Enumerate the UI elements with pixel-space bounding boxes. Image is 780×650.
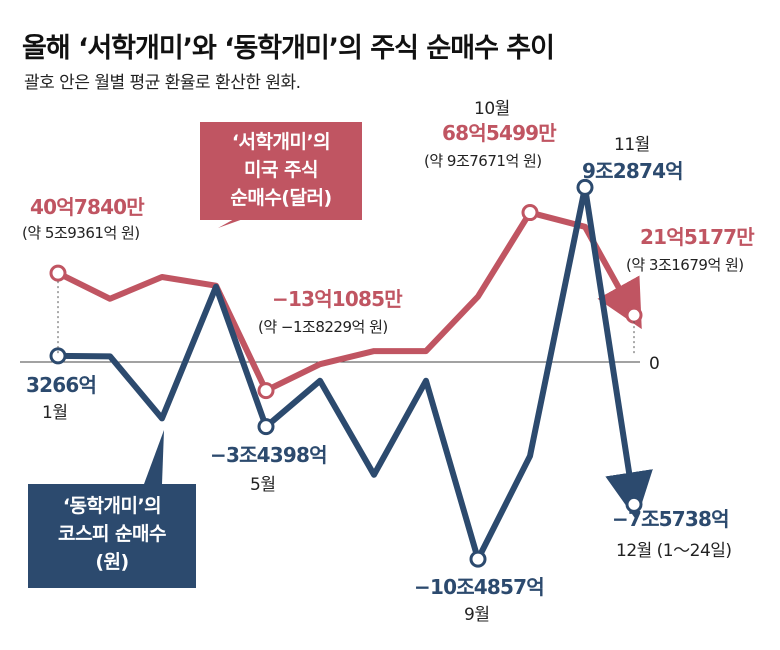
data-point-marker: [576, 178, 594, 196]
data-label-month: 5월: [250, 475, 275, 495]
data-label-value: −3조4398억: [210, 443, 327, 467]
series-line-kospi: [55, 184, 653, 563]
data-label-krw: (약 5조9361억 원): [22, 224, 140, 242]
data-label-value: 40억7840만: [30, 195, 145, 219]
callout-pointer: [144, 430, 164, 484]
data-label-value: 9조2874억: [582, 159, 683, 183]
data-label-krw: (약 9조7671억 원): [424, 152, 542, 170]
callout-line: ‘서학개미’의: [231, 131, 331, 153]
data-label-krw: (약 3조1679억 원): [626, 256, 744, 274]
data-label-month: 12월 (1～24일): [616, 541, 732, 561]
data-point-marker: [257, 382, 275, 400]
data-point-marker: [49, 347, 67, 365]
data-label-krw: (약 −1조8229억 원): [258, 318, 388, 336]
callout-line: ‘동학개미’의: [62, 495, 162, 517]
series-line-us-stocks: [55, 209, 642, 394]
data-point-marker: [257, 418, 275, 436]
data-point-marker: [521, 204, 539, 222]
data-label-value: 21억5177만: [640, 225, 755, 249]
data-label-value: 68억5499만: [442, 121, 557, 145]
data-label-month: 9월: [464, 605, 489, 625]
zero-label: 0: [649, 354, 660, 374]
data-point-marker: [625, 306, 643, 324]
chart-title: 올해 ‘서학개미’와 ‘동학개미’의 주식 순매수 추이: [22, 33, 555, 64]
callout-line: 미국 주식: [243, 159, 319, 181]
data-label-month: 1월: [42, 403, 67, 423]
data-label-month: 11월: [614, 135, 650, 155]
callout-pointer: [218, 218, 246, 228]
callout-kospi: ‘동학개미’의 코스피 순매수 (원): [28, 484, 196, 588]
data-point-marker: [469, 550, 487, 568]
data-label-value: −10조4857억: [414, 575, 544, 599]
data-point-marker: [625, 495, 643, 513]
chart-subtitle: 괄호 안은 월별 평균 환율로 환산한 원화.: [24, 73, 301, 93]
callout-line: 순매수(달러): [230, 187, 332, 209]
callout-us-stocks: ‘서학개미’의 미국 주식 순매수(달러): [200, 122, 362, 220]
callout-line: 코스피 순매수: [58, 523, 167, 545]
callout-line: (원): [95, 551, 129, 573]
data-point-marker: [49, 264, 67, 282]
data-label-month: 10월: [474, 99, 510, 119]
data-label-value: −7조5738억: [612, 507, 729, 531]
data-label-value: −13억1085만: [272, 287, 403, 311]
data-label-value: 3266억: [26, 373, 96, 397]
